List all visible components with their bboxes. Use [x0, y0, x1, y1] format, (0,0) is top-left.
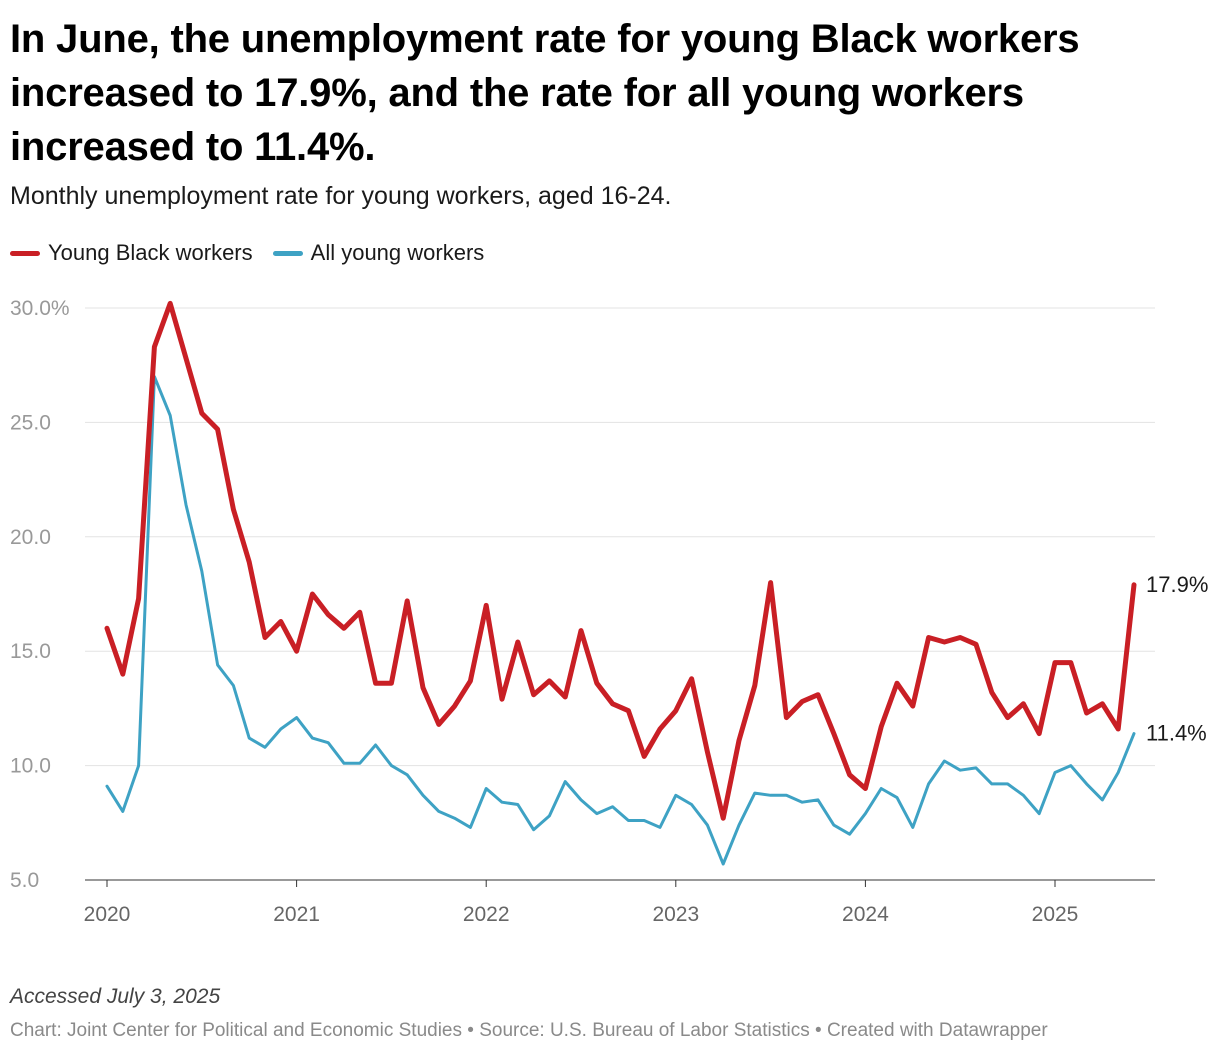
chart-title: In June, the unemployment rate for young… [10, 17, 1080, 169]
series-line-young-black-workers [104, 300, 1137, 821]
chart-legend: Young Black workers All young workers [10, 240, 504, 266]
chart-notes: Accessed July 3, 2025 [10, 985, 221, 1008]
x-axis: 2020 2021 2022 2023 2024 2025 [84, 880, 1079, 926]
x-tick-label: 2024 [842, 903, 889, 926]
chart-source: Chart: Joint Center for Political and Ec… [10, 1020, 1048, 1041]
legend-item-all-young-workers: All young workers [272, 240, 485, 266]
x-tick-label: 2022 [463, 903, 510, 926]
y-tick-label: 5.0 [10, 869, 39, 892]
y-tick-label: 10.0 [10, 755, 51, 778]
x-tick-label: 2021 [273, 903, 320, 926]
x-tick-label: 2020 [84, 903, 131, 926]
series-lines [104, 300, 1137, 866]
end-label-black: 17.9% [1146, 572, 1208, 597]
y-tick-label: 20.0 [10, 526, 51, 549]
chart-subtitle: Monthly unemployment rate for young work… [10, 182, 672, 210]
y-tick-label: 30.0% [10, 297, 70, 320]
series-line-all-young-workers [105, 375, 1136, 866]
end-labels: 11.4% 17.9% [1146, 572, 1208, 746]
y-tick-label: 15.0 [10, 640, 51, 663]
y-tick-label: 25.0 [10, 411, 51, 434]
gridlines [85, 307, 1155, 881]
end-label-all: 11.4% [1146, 721, 1207, 746]
legend-item-young-black-workers: Young Black workers [10, 240, 253, 266]
legend-label-all: All young workers [310, 240, 485, 265]
x-tick-label: 2025 [1032, 903, 1079, 926]
line-chart: 5.010.015.020.025.030.0% 2020 2021 2022 202… [10, 297, 1208, 926]
legend-swatch-black [10, 250, 40, 256]
legend-label-black: Young Black workers [48, 240, 253, 265]
legend-swatch-all [272, 250, 303, 256]
x-tick-label: 2023 [652, 903, 699, 926]
y-axis: 5.0 10.0 15.0 20.0 25.0 30.0% [10, 297, 70, 892]
